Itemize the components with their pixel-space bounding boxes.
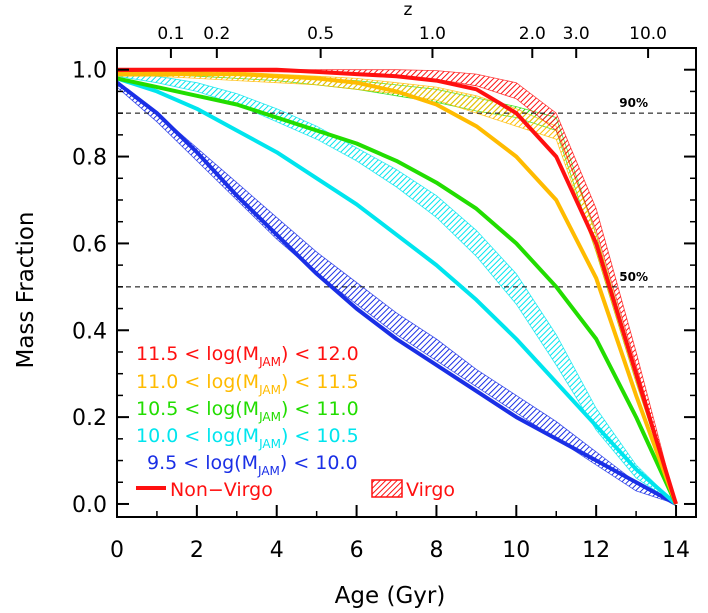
legend-entry-0: 11.5 < log(MJAM) < 12.0 — [136, 343, 359, 369]
x-tick-label: 6 — [350, 538, 364, 563]
legend: 11.5 < log(MJAM) < 12.011.0 < log(MJAM) … — [136, 343, 455, 501]
top-tick-label: 0.5 — [307, 24, 334, 44]
top-axis-title: z — [404, 0, 413, 20]
y-tick-label: 0.4 — [72, 319, 107, 344]
series-line-3 — [116, 76, 678, 506]
series-line-2 — [116, 76, 678, 505]
y-axis: 0.0 0.2 0.4 0.6 0.8 1.0 — [72, 59, 129, 518]
reference-label-1: 50% — [619, 270, 648, 284]
series-line-4 — [115, 81, 677, 506]
legend-entry-3: 10.0 < log(MJAM) < 10.5 — [136, 425, 359, 451]
top-tick-label: 2.0 — [519, 24, 546, 44]
y-tick-label: 0.8 — [72, 146, 107, 171]
non-virgo-lines — [115, 67, 678, 506]
reference-label-0: 90% — [619, 96, 648, 110]
y-axis-title: Mass Fraction — [13, 211, 39, 368]
legend-non-virgo-label: Non−Virgo — [170, 479, 273, 501]
x-axis: 0 2 4 6 8 10 12 14 — [110, 505, 690, 563]
top-tick-label: 0.1 — [157, 24, 184, 44]
top-tick-label: 1.0 — [419, 24, 446, 44]
top-tick-label: 3.0 — [563, 24, 590, 44]
x-tick-label: 14 — [662, 538, 690, 563]
x-tick-label: 8 — [429, 538, 443, 563]
series-line-1 — [117, 72, 678, 505]
x-tick-label: 2 — [190, 538, 204, 563]
legend-band-sample — [371, 479, 403, 498]
plot-frame — [116, 47, 697, 518]
series-line-0 — [117, 67, 678, 505]
x-tick-label: 4 — [270, 538, 284, 563]
y-tick-label: 1.0 — [72, 59, 107, 84]
y-tick-label: 0.0 — [72, 493, 107, 518]
virgo-band-4 — [116, 79, 677, 505]
x-axis-title: Age (Gyr) — [335, 583, 446, 609]
top-tick-label: 0.2 — [203, 24, 230, 44]
right-axis-ticks — [684, 68, 696, 505]
legend-entry-4: 9.5 < log(MJAM) < 10.0 — [147, 452, 358, 478]
reference-lines: 90% 50% — [117, 96, 696, 288]
legend-entry-1: 11.0 < log(MJAM) < 11.5 — [136, 371, 359, 397]
x-tick-label: 10 — [502, 538, 530, 563]
x-tick-label: 0 — [110, 538, 124, 563]
y-tick-label: 0.2 — [72, 406, 107, 431]
top-tick-label: 10.0 — [629, 24, 667, 44]
legend-virgo-label: Virgo — [406, 479, 455, 501]
y-tick-label: 0.6 — [72, 232, 107, 257]
legend-entry-2: 10.5 < log(MJAM) < 11.0 — [136, 398, 359, 424]
x-tick-label: 12 — [582, 538, 610, 563]
top-redshift-axis: 0.1 0.2 0.5 1.0 2.0 3.0 10.0 — [157, 24, 667, 58]
